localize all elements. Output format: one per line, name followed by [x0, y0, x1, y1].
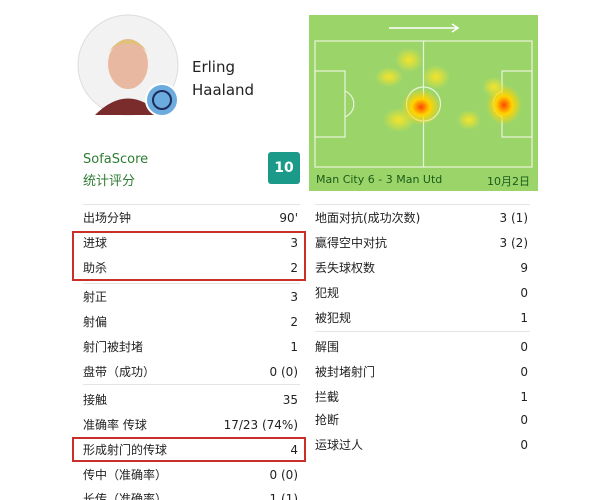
stat-label: 准确率 传球 [83, 418, 147, 432]
divider [83, 283, 300, 284]
stat-row: 长传（准确率） 1 (1) [83, 487, 298, 500]
match-date: 10月2日 [487, 175, 530, 188]
stat-value: 0 (0) [269, 468, 298, 482]
stat-label: 拦截 [315, 390, 340, 404]
rating-badge: 10 [268, 152, 300, 184]
stat-value: 0 (0) [269, 365, 298, 379]
stat-row: 拦截 1 [315, 385, 528, 409]
last-name: Haaland [192, 81, 255, 99]
stat-label: 接触 [83, 393, 108, 407]
stat-row: 被封堵射门 0 [315, 360, 528, 384]
rating-caption: 统计评分 [83, 174, 136, 189]
stat-row: 形成射门的传球 4 [83, 438, 298, 462]
stat-value: 4 [290, 443, 298, 457]
stat-row: 丢失球权数 9 [315, 256, 528, 280]
stat-label: 进球 [83, 236, 108, 250]
stat-row: 射正 3 [83, 285, 298, 309]
stat-value: 17/23 (74%) [223, 418, 298, 432]
stat-label: 抢断 [315, 413, 340, 427]
stat-value: 1 [520, 311, 528, 325]
divider [315, 331, 530, 332]
stat-row: 传中（准确率） 0 (0) [83, 463, 298, 487]
stat-label: 犯规 [315, 286, 340, 300]
stat-value: 2 [290, 261, 298, 275]
stat-value: 3 (2) [499, 236, 528, 250]
stat-value: 0 [520, 340, 528, 354]
stat-value: 9 [520, 261, 528, 275]
stat-row: 犯规 0 [315, 281, 528, 305]
stat-value: 3 [290, 290, 298, 304]
divider [83, 204, 300, 205]
highlight-box [72, 231, 306, 281]
stat-value: 3 (1) [499, 211, 528, 225]
stat-label: 解围 [315, 340, 340, 354]
stat-label: 出场分钟 [83, 211, 132, 225]
stat-row: 射门被封堵 1 [83, 335, 298, 359]
stat-value: 90' [279, 211, 298, 225]
stat-row: 盘带（成功） 0 (0) [83, 360, 298, 384]
highlight-box [72, 437, 306, 462]
stat-label: 地面对抗(成功次数) [315, 211, 421, 225]
stat-row: 出场分钟 90' [83, 206, 298, 230]
stat-row: 地面对抗(成功次数) 3 (1) [315, 206, 528, 230]
stat-value: 0 [520, 438, 528, 452]
stat-row: 射偏 2 [83, 310, 298, 334]
stat-row: 进球 3 [83, 231, 298, 255]
stat-label: 射正 [83, 290, 108, 304]
first-name: Erling [192, 58, 236, 76]
stat-label: 盘带（成功） [83, 365, 156, 379]
stat-value: 0 [520, 413, 528, 427]
stat-value: 2 [290, 315, 298, 329]
stat-value: 35 [282, 393, 298, 407]
stat-label: 助杀 [83, 261, 108, 275]
player-avatar [77, 14, 179, 117]
stat-label: 传中（准确率） [83, 468, 168, 482]
heatmap [309, 15, 538, 191]
stat-label: 射偏 [83, 315, 108, 329]
stat-value: 0 [520, 365, 528, 379]
stat-label: 赢得空中对抗 [315, 236, 388, 250]
stat-label: 射门被封堵 [83, 340, 144, 354]
stat-label: 被封堵射门 [315, 365, 376, 379]
stat-value: 1 [520, 390, 528, 404]
stat-value: 1 [290, 340, 298, 354]
stat-row: 抢断 0 [315, 408, 528, 432]
stat-label: 运球过人 [315, 438, 364, 452]
stat-row: 助杀 2 [83, 256, 298, 280]
stat-row: 赢得空中对抗 3 (2) [315, 231, 528, 255]
stat-value: 3 [290, 236, 298, 250]
match-score: Man City 6 - 3 Man Utd [316, 173, 443, 186]
stat-value: 1 (1) [269, 492, 298, 500]
stat-row: 准确率 传球 17/23 (74%) [83, 413, 298, 437]
divider [315, 204, 530, 205]
stat-label: 形成射门的传球 [83, 443, 168, 457]
stat-value: 0 [520, 286, 528, 300]
stat-row: 解围 0 [315, 335, 528, 359]
rating-source: SofaScore [83, 152, 149, 167]
stat-row: 运球过人 0 [315, 433, 528, 457]
stat-row: 接触 35 [83, 388, 298, 412]
stat-label: 被犯规 [315, 311, 352, 325]
divider [83, 384, 300, 385]
stat-row: 被犯规 1 [315, 306, 528, 330]
stat-label: 丢失球权数 [315, 261, 376, 275]
stat-label: 长传（准确率） [83, 492, 168, 500]
